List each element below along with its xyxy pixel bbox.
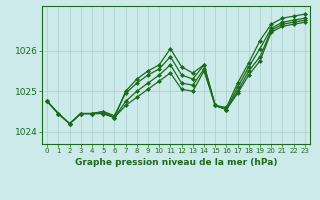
X-axis label: Graphe pression niveau de la mer (hPa): Graphe pression niveau de la mer (hPa) [75, 158, 277, 167]
